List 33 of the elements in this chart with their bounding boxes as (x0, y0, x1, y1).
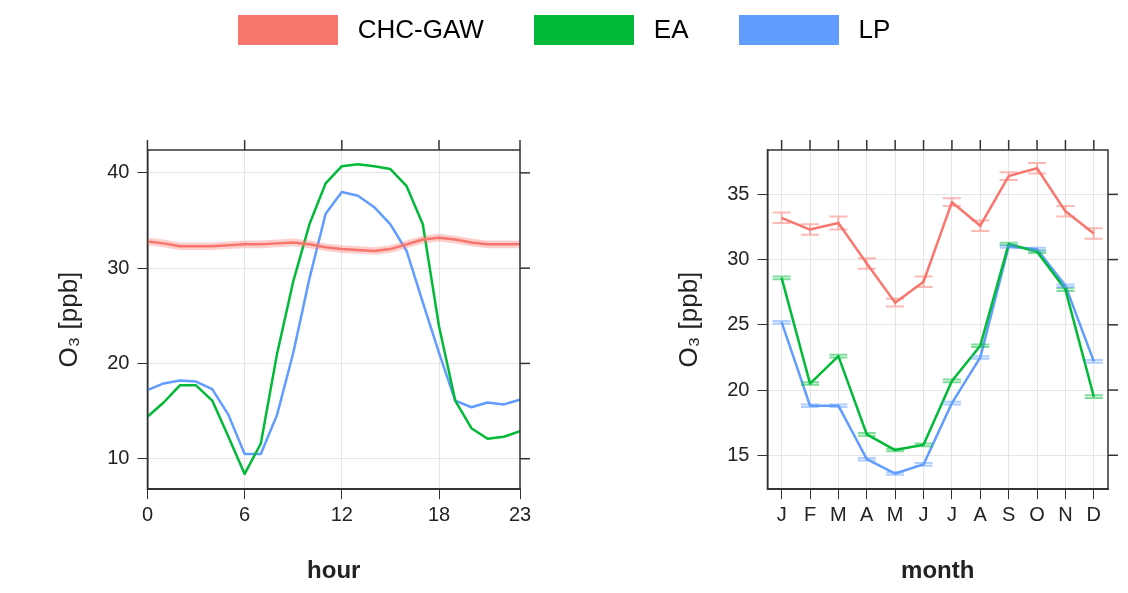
y-tick-label: 25 (727, 312, 750, 335)
x-tick-label: M (886, 502, 904, 525)
x-tick-label: 18 (427, 502, 451, 525)
legend-label: EA (653, 14, 689, 45)
x-tick-label: N (1058, 502, 1073, 525)
x-tick-label: J (776, 502, 787, 525)
x-axis-title: hour (307, 556, 361, 584)
x-tick-label: D (1086, 502, 1102, 525)
x-tick-label: J (946, 502, 957, 525)
x-tick-label: A (973, 502, 988, 525)
x-tick-label: 23 (508, 502, 532, 525)
y-tick-label: 30 (727, 247, 750, 270)
x-tick-label: M (830, 502, 847, 525)
y-tick-label: 30 (107, 255, 130, 278)
x-tick-label: O (1029, 502, 1045, 525)
y-tick-label: 40 (107, 160, 130, 183)
x-tick-label: J (918, 502, 929, 525)
x-tick-label: 12 (330, 502, 353, 525)
y-axis-title: O₃ [ppb] (52, 271, 83, 368)
x-tick-label: 0 (141, 502, 154, 525)
x-tick-label: A (860, 502, 875, 525)
x-axis-title: month (901, 556, 975, 584)
y-axis-title: O₃ [ppb] (672, 271, 703, 368)
x-tick-label: S (1002, 502, 1016, 525)
y-tick-label: 10 (107, 446, 130, 469)
y-tick-label: 20 (727, 377, 750, 400)
y-tick-label: 20 (107, 350, 130, 373)
y-tick-label: 15 (727, 442, 750, 465)
y-tick-label: 35 (727, 181, 750, 204)
legend-label: LP (858, 14, 891, 45)
x-tick-label: 6 (239, 502, 251, 525)
x-tick-label: F (803, 502, 817, 525)
legend-label: CHC-GAW (357, 14, 484, 45)
